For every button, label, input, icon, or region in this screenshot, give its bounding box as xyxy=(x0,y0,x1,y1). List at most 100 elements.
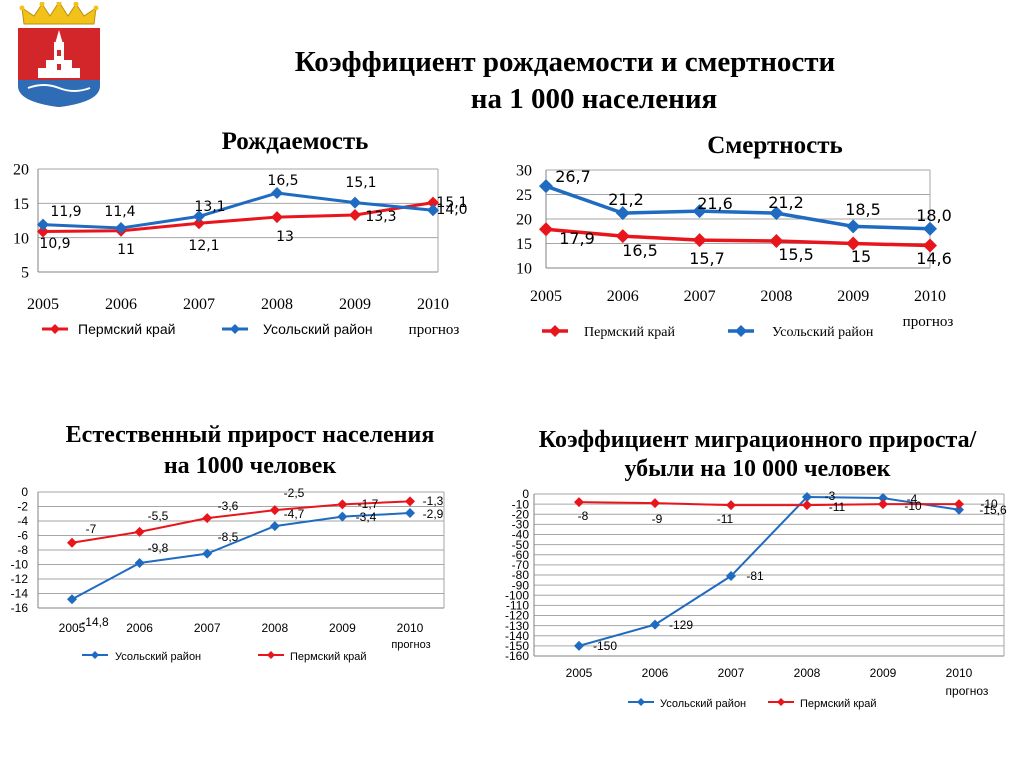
crown-icon xyxy=(19,2,99,25)
data-point xyxy=(271,187,283,200)
data-point xyxy=(878,493,888,504)
x-forecast-note: прогноз xyxy=(409,322,460,338)
data-label: 11,4 xyxy=(104,204,135,220)
y-tick-label: -16 xyxy=(11,601,29,615)
data-point xyxy=(574,497,584,508)
legend-marker xyxy=(91,651,99,659)
legend-marker xyxy=(637,698,645,706)
data-point xyxy=(954,504,964,515)
data-label: 15,1 xyxy=(436,195,467,211)
x-tick-label: 2007 xyxy=(718,666,745,680)
y-tick-label: 15 xyxy=(13,196,29,213)
x-tick-label: 2009 xyxy=(870,666,897,680)
y-tick-label: 10 xyxy=(516,261,532,278)
x-forecast-note: прогноз xyxy=(903,314,954,330)
data-label: -3 xyxy=(825,489,836,503)
y-tick-label: 30 xyxy=(516,163,532,180)
x-tick-label: 2005 xyxy=(59,621,86,635)
y-tick-label: -80 xyxy=(512,568,530,582)
y-tick-label: -8 xyxy=(17,543,28,557)
data-point xyxy=(193,210,205,223)
data-point xyxy=(405,508,415,519)
x-tick-label: 2008 xyxy=(794,666,821,680)
data-point xyxy=(202,548,213,559)
data-label: 15,7 xyxy=(689,249,725,268)
data-label: -3,6 xyxy=(218,499,239,513)
y-tick-label: -70 xyxy=(512,558,530,572)
data-label: -150 xyxy=(593,639,617,653)
x-tick-label: 2007 xyxy=(183,296,215,313)
y-tick-label: -30 xyxy=(512,518,530,532)
series-line xyxy=(545,227,931,248)
x-tick-label: 2008 xyxy=(261,621,288,635)
data-point xyxy=(202,513,213,524)
y-tick-label: -160 xyxy=(505,649,529,663)
data-point xyxy=(269,505,280,516)
data-point xyxy=(115,222,127,235)
x-tick-label: 2007 xyxy=(684,288,716,305)
x-tick-label: 2005 xyxy=(530,288,562,305)
data-point xyxy=(878,499,888,510)
legend-marker xyxy=(549,325,561,337)
legend-marker xyxy=(230,324,240,334)
data-label: 21,2 xyxy=(768,193,804,212)
y-tick-label: 20 xyxy=(13,162,29,179)
x-tick-label: 2010 xyxy=(417,296,449,313)
y-tick-label: 0 xyxy=(21,485,28,499)
legend-label: Усольский район xyxy=(115,651,201,663)
data-point xyxy=(337,499,348,510)
y-tick-label: 15 xyxy=(516,236,532,253)
y-tick-label: -100 xyxy=(505,588,529,602)
x-tick-label: 2006 xyxy=(126,621,153,635)
data-point xyxy=(271,211,283,224)
x-tick-label: 2006 xyxy=(642,666,669,680)
data-point xyxy=(337,511,348,522)
y-tick-label: -130 xyxy=(505,619,529,633)
y-tick-label: -20 xyxy=(512,507,530,521)
data-label: 15,5 xyxy=(778,245,814,264)
legend-label: Пермский край xyxy=(584,325,675,340)
x-tick-label: 2008 xyxy=(261,296,293,313)
series-line xyxy=(42,191,434,230)
y-tick-label: -110 xyxy=(506,599,529,613)
y-tick-label: -2 xyxy=(17,500,28,514)
data-label: -14,8 xyxy=(81,615,109,629)
data-label: -4,7 xyxy=(284,507,305,521)
data-point xyxy=(574,640,584,651)
data-point xyxy=(539,222,553,237)
y-tick-label: -60 xyxy=(512,548,530,562)
legend-marker xyxy=(267,651,275,659)
data-label: 13,1 xyxy=(194,199,225,215)
data-point xyxy=(846,236,861,251)
legend-label: Пермский край xyxy=(290,651,367,663)
y-tick-label: -120 xyxy=(505,609,529,623)
x-tick-label: 2005 xyxy=(27,296,59,313)
y-tick-label: -140 xyxy=(505,629,529,643)
data-label: -11 xyxy=(717,512,734,526)
data-label: 21,6 xyxy=(697,194,733,213)
data-point xyxy=(427,204,439,217)
y-tick-label: 5 xyxy=(21,265,29,282)
natural-chart-title: Естественный прирост населения на 1000 ч… xyxy=(65,422,435,479)
x-tick-label: 2006 xyxy=(607,288,639,305)
data-point xyxy=(37,225,49,238)
data-point xyxy=(427,196,439,209)
data-point xyxy=(37,218,49,231)
data-label: -2,5 xyxy=(284,486,305,500)
data-point xyxy=(650,619,660,630)
death-chart-title: Смертность xyxy=(707,132,843,159)
series-line xyxy=(71,500,411,544)
data-label: -11 xyxy=(829,500,846,514)
page-title: Коэффициент рождаемости и смертности на … xyxy=(200,44,930,118)
data-point xyxy=(769,234,784,249)
data-label: 21,2 xyxy=(608,190,644,209)
series-line xyxy=(71,512,411,601)
x-tick-label: 2009 xyxy=(339,296,371,313)
data-point xyxy=(193,217,205,230)
data-point xyxy=(692,204,707,219)
data-point xyxy=(650,498,660,509)
x-tick-label: 2009 xyxy=(329,621,356,635)
